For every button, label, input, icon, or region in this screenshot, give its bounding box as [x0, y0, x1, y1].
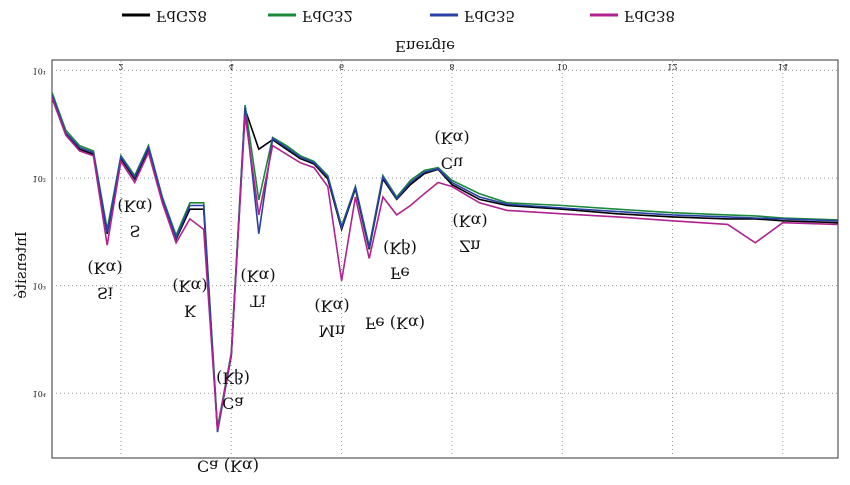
peak-annotation: S — [130, 222, 141, 241]
peak-annotation: Fe (Kα) — [365, 314, 425, 333]
y-tick-label: 10² — [33, 174, 46, 183]
peak-annotation: Cu — [441, 154, 464, 173]
x-tick-label: 8 — [449, 62, 454, 71]
peak-annotation: (Kβ) — [216, 369, 250, 388]
peak-annotation: (Kα) — [452, 212, 487, 231]
x-tick-label: 4 — [229, 62, 234, 71]
x-tick-label: 6 — [339, 62, 344, 71]
peak-annotation: Ca — [222, 394, 244, 413]
y-tick-label: 10⁴ — [33, 389, 46, 398]
y-tick-label: 10¹ — [33, 66, 46, 75]
peak-annotation: (Kα) — [172, 277, 207, 296]
peak-annotation: (Kα) — [117, 197, 152, 216]
x-tick-label: 10 — [557, 62, 567, 71]
peak-annotation: Zn — [459, 237, 480, 256]
peak-annotation: Mn — [319, 322, 346, 341]
legend-label: FdG28 — [156, 7, 207, 25]
y-axis-label: Intensité — [12, 231, 30, 299]
peak-annotation: K — [184, 302, 197, 321]
peak-annotation: (Kα) — [314, 297, 349, 316]
peak-annotation: Fe — [390, 264, 410, 283]
peak-annotation: Ca (Kα) — [197, 457, 259, 476]
peak-annotation: (Kα) — [87, 259, 122, 278]
peak-annotation: (Kα) — [240, 267, 275, 286]
y-tick-label: 10³ — [33, 282, 46, 291]
series-group — [52, 92, 838, 433]
peak-annotation: (Kα) — [434, 129, 469, 148]
series-line — [52, 97, 838, 431]
legend-label: FdG35 — [464, 7, 515, 25]
peak-annotation: (Kβ) — [383, 239, 417, 258]
x-tick-label: 14 — [778, 62, 788, 71]
x-tick-label: 2 — [118, 62, 123, 71]
plot-frame — [51, 59, 839, 459]
legend-label: FdG32 — [302, 7, 353, 25]
series-line — [52, 94, 838, 433]
x-axis-label: Energie — [395, 37, 455, 55]
legend-label: FdG38 — [624, 7, 675, 25]
peak-annotation: Ti — [250, 292, 266, 311]
peak-annotation: Si — [97, 284, 113, 303]
flipped-chart: Energie Intensité 2 4 6 8 10 12 14 10¹ 10² 10³ 10⁴… — [12, 7, 839, 476]
x-tick-label: 12 — [667, 62, 677, 71]
